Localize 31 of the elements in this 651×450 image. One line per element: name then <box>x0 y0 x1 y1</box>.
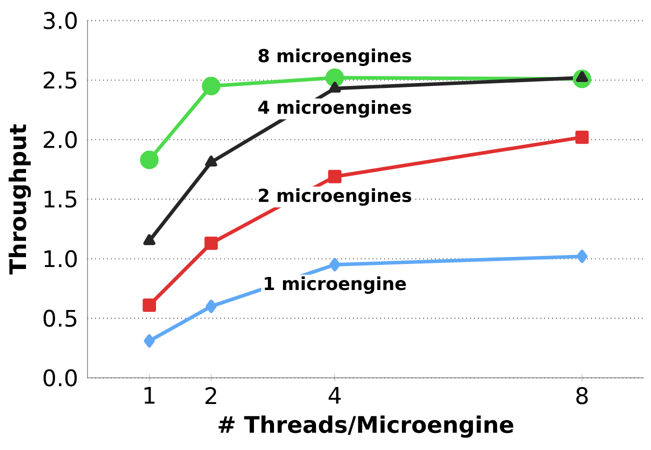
y-tick-label: 2.0 <box>44 131 77 148</box>
y-tick-label: 3.0 <box>44 12 77 30</box>
x-tick-label: 4 <box>328 387 341 404</box>
point <box>143 234 156 246</box>
y-tick-label: 1.0 <box>44 250 77 268</box>
point <box>204 236 218 250</box>
point <box>329 258 340 272</box>
y-tick-label: 0.5 <box>44 310 76 328</box>
point <box>205 156 218 167</box>
y-tick-label: 1.5 <box>44 190 76 208</box>
point <box>140 150 159 170</box>
point <box>328 82 341 93</box>
point <box>328 170 342 184</box>
series-label: 8 microengines <box>258 48 412 66</box>
point <box>325 68 344 88</box>
series-label: 1 microengine <box>264 276 406 294</box>
point <box>142 298 156 312</box>
y-tick-label: 0.0 <box>44 369 77 387</box>
y-tick-label: 2.5 <box>44 72 76 89</box>
series-label: 4 microengines <box>258 100 412 118</box>
point <box>576 250 588 264</box>
x-tick-label: 1 <box>144 387 154 404</box>
series-label: 2 microengines <box>258 188 412 206</box>
y-axis-title: Throughput <box>8 124 31 275</box>
point <box>575 130 589 144</box>
x-axis-title: # Threads/Microengine <box>218 416 514 438</box>
point <box>202 76 220 96</box>
x-tick-label: 2 <box>206 387 216 404</box>
x-tick-label: 8 <box>576 387 588 404</box>
point <box>206 300 217 314</box>
point <box>144 334 155 348</box>
